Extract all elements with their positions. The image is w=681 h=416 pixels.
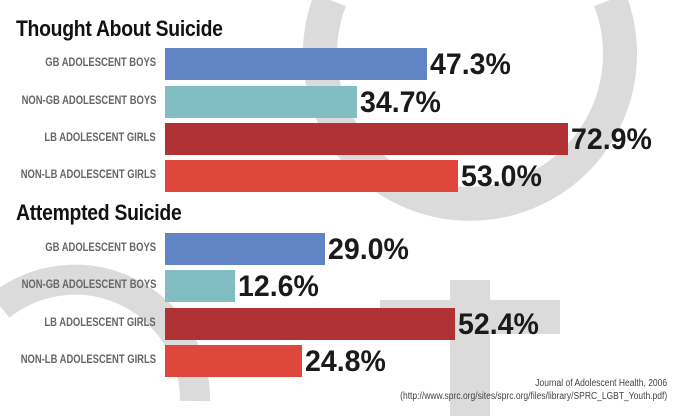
source-citation: Journal of Adolescent Health, 2006	[535, 378, 667, 389]
bar	[165, 123, 569, 155]
category-label: GB ADOLESCENT BOYS	[45, 57, 156, 69]
data-label: 47.3%	[429, 48, 511, 81]
category-label: NON-GB ADOLESCENT BOYS	[21, 95, 156, 107]
data-label: 12.6%	[237, 270, 319, 303]
bar	[165, 308, 455, 340]
data-label: 24.8%	[305, 345, 386, 378]
chart-title: Thought About Suicide	[16, 16, 223, 41]
category-label: NON-GB ADOLESCENT BOYS	[21, 279, 156, 291]
bar	[165, 86, 357, 118]
category-label: NON-LB ADOLESCENT GIRLS	[20, 169, 156, 181]
bar	[165, 270, 235, 302]
data-label: 29.0%	[328, 233, 410, 266]
bar	[165, 160, 459, 192]
category-label: NON-LB ADOLESCENT GIRLS	[20, 354, 156, 366]
source-url: (http://www.sprc.org/sites/sprc.org/file…	[399, 391, 667, 402]
category-label: LB ADOLESCENT GIRLS	[44, 317, 156, 329]
bar	[165, 345, 303, 377]
category-label: GB ADOLESCENT BOYS	[45, 242, 156, 254]
data-label: 53.0%	[461, 160, 542, 193]
data-label: 72.9%	[571, 123, 652, 156]
bar	[165, 233, 326, 265]
data-label: 52.4%	[457, 308, 539, 341]
chart-title: Attempted Suicide	[16, 200, 182, 225]
category-label: LB ADOLESCENT GIRLS	[44, 132, 156, 144]
data-label: 34.7%	[359, 86, 441, 119]
bar	[165, 48, 427, 80]
